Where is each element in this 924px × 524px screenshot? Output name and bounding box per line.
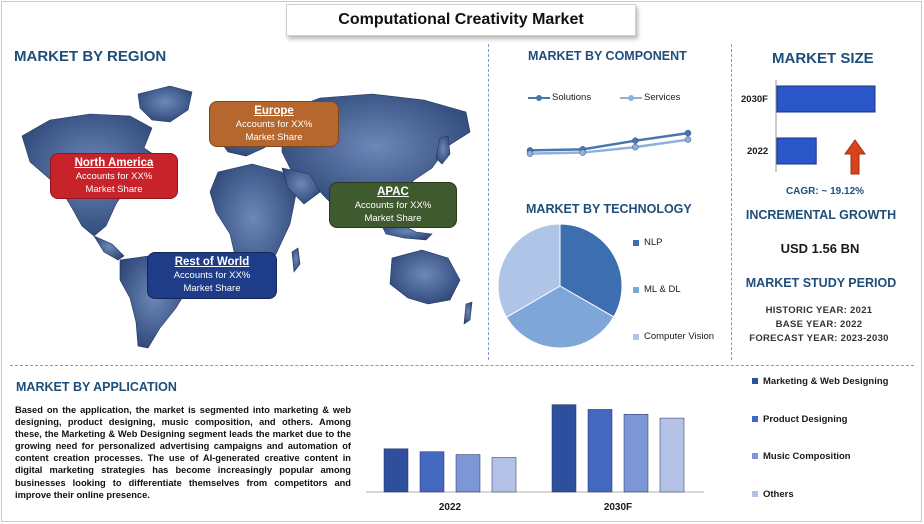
x-tick-label: 2022 [439, 502, 462, 513]
component-legend-services: Services [620, 92, 680, 103]
data-point [632, 137, 639, 144]
application-bar-chart: 2022 2030F [366, 404, 704, 513]
greenland-shape [137, 85, 193, 123]
up-arrow-icon [844, 139, 866, 175]
data-point [526, 150, 534, 157]
region-name: Europe [254, 105, 294, 117]
arabia-shape [281, 167, 321, 205]
base-year: BASE YEAR: 2022 [775, 319, 863, 330]
data-point [684, 136, 692, 143]
region-north-america: North America Accounts for XX% Market Sh… [50, 153, 178, 199]
page-title: Computational Creativity Market [286, 4, 636, 36]
legend-label: Computer Vision [644, 331, 715, 342]
component-heading: MARKET BY COMPONENT [528, 49, 687, 63]
pie-slice-2 [497, 223, 561, 318]
services-legend-swatch [620, 94, 642, 101]
x-tick-label: 2030F [604, 502, 632, 513]
growth-heading: INCREMENTAL GROWTH [745, 208, 897, 222]
app-legend-others: Others [752, 488, 902, 501]
historic-year: HISTORIC YEAR: 2021 [765, 305, 873, 316]
app-bar [455, 454, 481, 493]
legend-swatch [633, 333, 639, 340]
size-heading: MARKET SIZE [772, 50, 874, 67]
japan-shape [435, 135, 451, 165]
legend-label: Product Designing [763, 414, 848, 425]
cagr-value: CAGR: ~ 19.12% [785, 186, 865, 197]
forecast-year: FORECAST YEAR: 2023-2030 [749, 333, 889, 344]
component-line-chart [526, 129, 692, 157]
app-bar [383, 448, 409, 493]
region-name: APAC [377, 186, 409, 198]
pie-slice-1 [505, 285, 615, 349]
application-heading: MARKET BY APPLICATION [16, 380, 177, 394]
component-legend-solutions: Solutions [528, 92, 591, 103]
application-description: Based on the application, the market is … [15, 405, 351, 500]
pie-slice-0 [559, 223, 623, 318]
legend-label: Marketing & Web Designing [763, 376, 889, 387]
data-point [632, 143, 639, 151]
solutions-legend-swatch [528, 94, 550, 101]
legend-label: NLP [644, 237, 663, 248]
legend-swatch [633, 286, 639, 293]
technology-heading: MARKET BY TECHNOLOGY [526, 202, 692, 216]
divider-component-size [731, 44, 732, 360]
legend-label: Others [763, 489, 794, 500]
data-point [579, 149, 586, 156]
legend-swatch [752, 416, 758, 422]
region-share-line2: Market Share [183, 283, 241, 294]
size-label-2030f: 2030F [741, 94, 768, 105]
legend-label: ML & DL [644, 284, 681, 295]
size-bar-2030f [776, 85, 876, 113]
period-heading: MARKET STUDY PERIOD [745, 276, 897, 290]
app-bar [419, 451, 445, 493]
tech-legend-mldl: ML & DL [633, 284, 681, 295]
app-bar [551, 404, 577, 493]
region-share-line1: Accounts for XX% [354, 200, 432, 211]
new-zealand-shape [463, 301, 473, 325]
legend-swatch [752, 453, 758, 459]
divider-region-component [488, 44, 489, 360]
growth-value: USD 1.56 BN [780, 241, 860, 256]
legend-swatch [633, 239, 639, 246]
divider-upper-lower [10, 365, 914, 366]
app-legend-marketing: Marketing & Web Designing [752, 375, 902, 388]
region-share-line1: Accounts for XX% [235, 119, 313, 130]
technology-pie-chart [497, 223, 623, 349]
size-bar-2022 [776, 137, 817, 165]
size-bar-chart [775, 80, 876, 172]
app-legend-music: Music Composition [752, 450, 902, 463]
central-america-shape [93, 235, 125, 261]
region-share-line2: Market Share [245, 132, 303, 143]
region-apac: APAC Accounts for XX% Market Share [329, 182, 457, 228]
legend-swatch [752, 491, 758, 497]
region-europe: Europe Accounts for XX% Market Share [209, 101, 339, 147]
app-legend-product: Product Designing [752, 413, 902, 426]
region-share-line1: Accounts for XX% [75, 171, 153, 182]
region-share-line1: Accounts for XX% [173, 270, 251, 281]
series-line-services [529, 138, 689, 155]
region-heading: MARKET BY REGION [14, 48, 167, 65]
region-share-line2: Market Share [85, 184, 143, 195]
tech-legend-nlp: NLP [633, 237, 662, 248]
app-bar [587, 409, 613, 493]
region-rest-of-world: Rest of World Accounts for XX% Market Sh… [147, 252, 277, 299]
tech-legend-cv: Computer Vision [633, 331, 714, 342]
legend-label: Music Composition [763, 451, 851, 462]
legend-label: Services [644, 92, 681, 103]
app-bar [659, 417, 685, 493]
size-label-2022: 2022 [747, 146, 769, 157]
legend-swatch [752, 378, 758, 384]
region-share-line2: Market Share [364, 213, 422, 224]
region-name: Rest of World [174, 256, 250, 268]
series-line-solutions [529, 131, 689, 152]
app-bar [491, 457, 517, 493]
region-name: North America [74, 157, 154, 169]
app-bar [623, 413, 649, 493]
madagascar-shape [291, 247, 301, 273]
data-point [684, 129, 692, 137]
legend-label: Solutions [552, 92, 592, 103]
australia-shape [389, 249, 461, 305]
